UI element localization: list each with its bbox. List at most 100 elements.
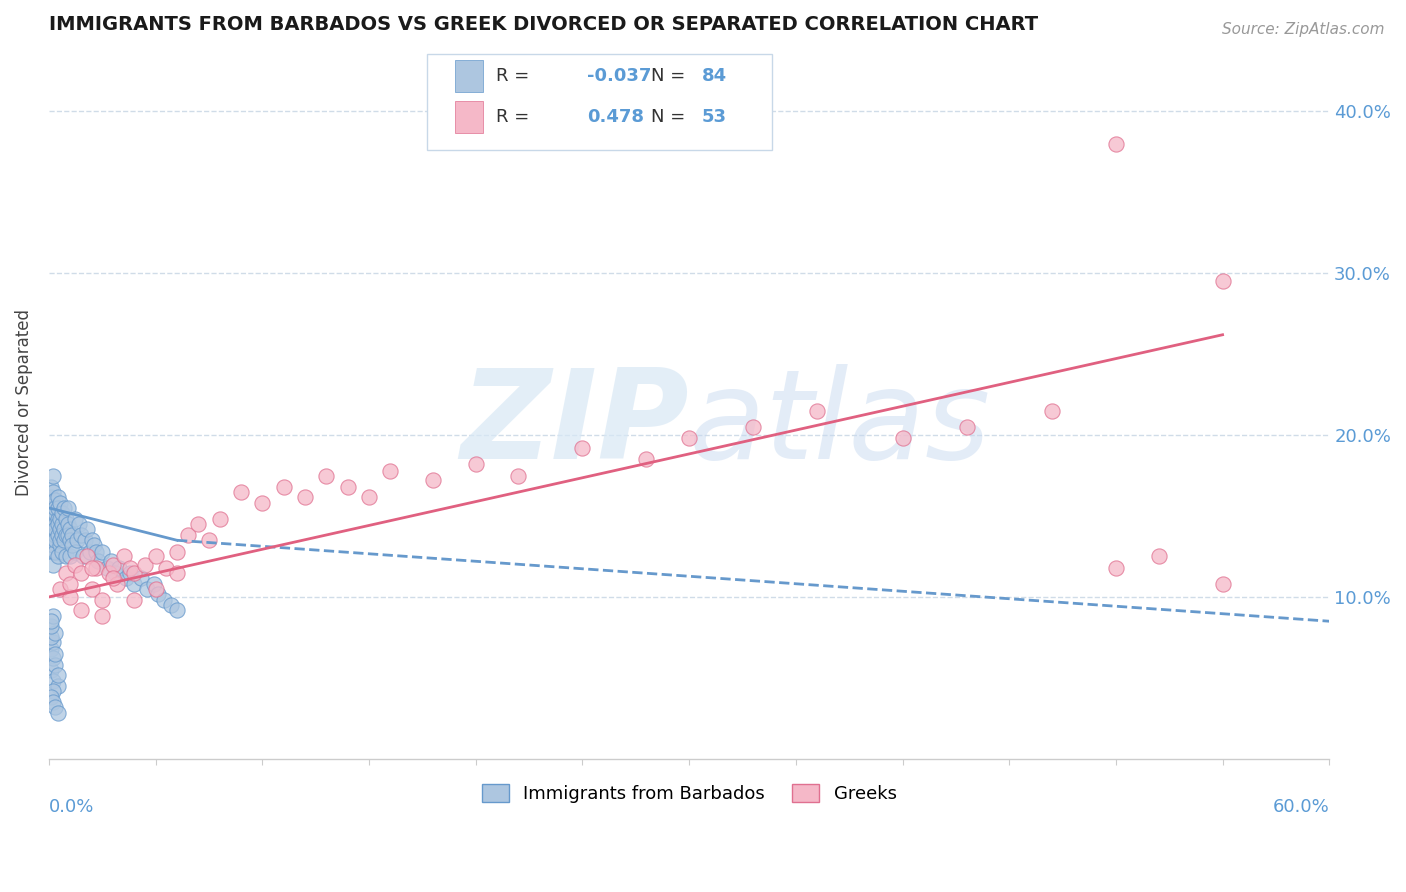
Point xyxy=(91,593,114,607)
Point xyxy=(42,525,65,540)
Point xyxy=(76,549,98,564)
Point xyxy=(166,544,188,558)
Point xyxy=(166,603,188,617)
Point xyxy=(91,544,114,558)
Point xyxy=(100,554,122,568)
Point xyxy=(39,522,62,536)
Point xyxy=(229,484,252,499)
Point xyxy=(63,544,86,558)
Point xyxy=(464,457,486,471)
Point xyxy=(75,533,97,548)
Point xyxy=(108,561,131,575)
Point xyxy=(42,500,65,515)
Point xyxy=(97,566,120,580)
Point xyxy=(96,561,118,575)
Text: ZIP: ZIP xyxy=(460,364,689,484)
Point xyxy=(62,538,84,552)
Point xyxy=(39,517,62,532)
Point xyxy=(44,492,66,507)
Point xyxy=(67,517,90,532)
Point xyxy=(51,528,73,542)
Point xyxy=(48,538,70,552)
Point xyxy=(742,420,765,434)
Point xyxy=(46,667,69,681)
Point xyxy=(134,558,156,572)
Point xyxy=(59,522,82,536)
Point xyxy=(76,522,98,536)
Point xyxy=(42,558,65,572)
Point xyxy=(1105,136,1128,151)
Point xyxy=(46,517,69,532)
Point xyxy=(52,500,75,515)
Point xyxy=(112,549,135,564)
Text: Source: ZipAtlas.com: Source: ZipAtlas.com xyxy=(1222,22,1385,37)
Point xyxy=(44,625,66,640)
Point xyxy=(1212,274,1234,288)
Point xyxy=(80,561,103,575)
Text: 60.0%: 60.0% xyxy=(1272,798,1329,816)
Text: 53: 53 xyxy=(702,108,727,126)
Point xyxy=(159,598,181,612)
Point xyxy=(56,500,79,515)
FancyBboxPatch shape xyxy=(454,101,484,133)
Point xyxy=(891,431,914,445)
FancyBboxPatch shape xyxy=(426,54,772,150)
Point xyxy=(336,480,359,494)
Point xyxy=(315,468,337,483)
Text: 84: 84 xyxy=(702,67,727,85)
Point xyxy=(42,544,65,558)
Point xyxy=(87,554,110,568)
FancyBboxPatch shape xyxy=(454,60,484,92)
Point xyxy=(120,566,142,580)
Point xyxy=(678,431,700,445)
Point xyxy=(44,517,66,532)
Point xyxy=(136,582,159,596)
Point xyxy=(46,706,69,721)
Point xyxy=(42,533,65,548)
Point xyxy=(145,582,167,596)
Point xyxy=(55,512,77,526)
Point xyxy=(51,517,73,532)
Point xyxy=(294,490,316,504)
Point xyxy=(48,512,70,526)
Point xyxy=(39,490,62,504)
Point xyxy=(142,577,165,591)
Point xyxy=(198,533,221,548)
Point xyxy=(52,522,75,536)
Legend: Immigrants from Barbados, Greeks: Immigrants from Barbados, Greeks xyxy=(474,777,904,810)
Point xyxy=(1212,577,1234,591)
Point xyxy=(380,464,402,478)
Point xyxy=(187,517,209,532)
Point xyxy=(42,695,65,709)
Point xyxy=(59,549,82,564)
Point xyxy=(55,528,77,542)
Point xyxy=(46,500,69,515)
Point xyxy=(46,490,69,504)
Point xyxy=(208,512,231,526)
Point xyxy=(56,517,79,532)
Text: 0.0%: 0.0% xyxy=(49,798,94,816)
Point xyxy=(59,533,82,548)
Point xyxy=(508,468,530,483)
Point xyxy=(145,549,167,564)
Point xyxy=(124,593,146,607)
Point xyxy=(46,528,69,542)
Point xyxy=(63,512,86,526)
Point xyxy=(42,538,65,552)
Point xyxy=(51,506,73,520)
Point xyxy=(124,566,146,580)
Point xyxy=(42,468,65,483)
Point xyxy=(44,700,66,714)
Point xyxy=(91,609,114,624)
Point xyxy=(42,484,65,499)
Point xyxy=(48,533,70,548)
Point xyxy=(42,683,65,698)
Text: R =: R = xyxy=(496,67,529,85)
Point xyxy=(55,549,77,564)
Point xyxy=(42,674,65,689)
Point xyxy=(1040,404,1063,418)
Point xyxy=(39,506,62,520)
Y-axis label: Divorced or Separated: Divorced or Separated xyxy=(15,310,32,496)
Point xyxy=(571,441,593,455)
Point xyxy=(46,549,69,564)
